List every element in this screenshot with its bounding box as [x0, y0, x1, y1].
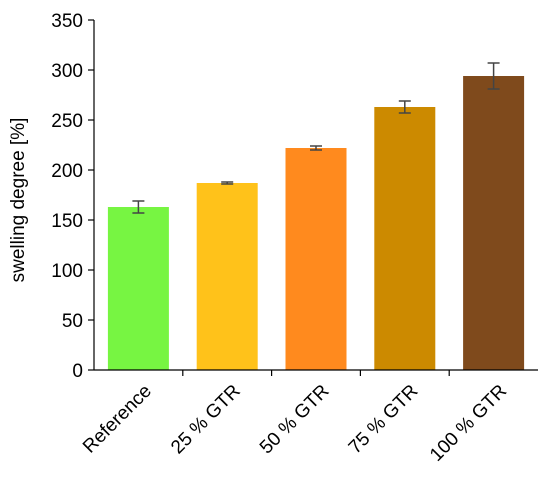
y-axis: 0 50 100 150 200 250 300 350	[51, 11, 95, 382]
x-tick-label: 75 % GTR	[345, 381, 423, 459]
y-tick-label: 200	[51, 161, 83, 182]
y-tick-label: 250	[51, 111, 83, 132]
bar	[374, 107, 436, 370]
error-bar	[221, 181, 234, 185]
y-tick-label: 100	[51, 261, 83, 282]
y-tick-label: 50	[62, 311, 83, 332]
error-bar	[310, 145, 322, 151]
x-tick-label: Reference	[79, 381, 156, 458]
y-axis-title: swelling degree [%]	[8, 118, 29, 283]
bar	[463, 76, 525, 370]
x-tick-label: 50 % GTR	[256, 381, 334, 459]
y-tick-label: 350	[51, 11, 83, 32]
bar	[107, 207, 169, 370]
error-bar	[398, 100, 411, 114]
x-axis: Reference 25 % GTR 50 % GTR 75 % GTR 100 % G…	[79, 369, 538, 466]
bar	[285, 148, 347, 370]
x-tick-label: 100 % GTR	[426, 381, 511, 466]
y-tick-label: 300	[51, 61, 83, 82]
bars-group	[107, 62, 525, 370]
bar	[196, 183, 258, 370]
error-bar	[132, 200, 145, 214]
error-bar	[487, 62, 500, 90]
y-tick-label: 0	[72, 361, 83, 382]
x-tick-label: 25 % GTR	[167, 381, 245, 459]
y-tick-label: 150	[51, 211, 83, 232]
